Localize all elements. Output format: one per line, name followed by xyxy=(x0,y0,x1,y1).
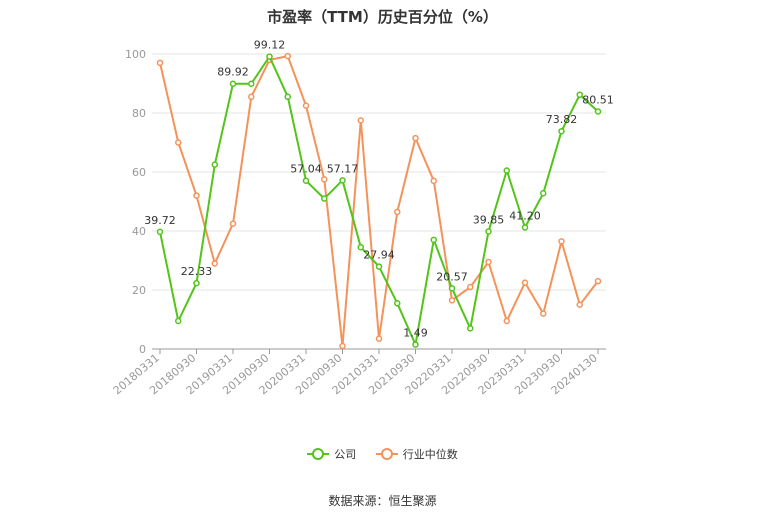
data-point xyxy=(394,300,401,307)
legend-label-industry-median: 行业中位数 xyxy=(402,448,458,461)
y-tick-label: 0 xyxy=(139,343,146,356)
data-point xyxy=(412,341,419,348)
legend-item-industry-median[interactable]: 行业中位数 xyxy=(375,446,458,462)
data-point xyxy=(503,317,510,325)
data-point xyxy=(357,117,364,124)
series-line-0 xyxy=(159,55,599,346)
legend-swatch-industry-median xyxy=(375,448,398,460)
data-point xyxy=(302,177,310,184)
data-label: 1.49 xyxy=(403,327,428,340)
data-label: 20.57 xyxy=(436,270,468,283)
legend-item-company[interactable]: 公司 xyxy=(307,446,356,462)
data-point xyxy=(448,297,456,304)
data-source-note: 数据来源：恒生聚源 xyxy=(328,494,437,508)
data-point xyxy=(339,177,346,184)
data-point xyxy=(521,224,529,231)
data-label: 89.92 xyxy=(217,66,249,79)
data-point xyxy=(540,310,547,317)
data-point xyxy=(284,52,291,60)
data-label-layer: 39.72 22.33 89.92 99.12 57.04 57.17 27.94 1.49 2… xyxy=(144,39,614,340)
data-label: 80.51 xyxy=(582,93,614,106)
data-point xyxy=(211,260,218,267)
data-point xyxy=(211,161,218,168)
series-line-1 xyxy=(159,55,599,348)
data-point xyxy=(248,80,255,87)
data-point xyxy=(357,243,364,251)
data-point xyxy=(321,176,328,183)
data-point xyxy=(193,192,200,199)
data-point xyxy=(430,236,437,244)
data-label: 27.94 xyxy=(363,249,395,262)
data-label: 39.85 xyxy=(473,213,505,226)
series-layer xyxy=(156,52,602,350)
data-label: 57.17 xyxy=(327,162,359,175)
data-label: 22.33 xyxy=(181,265,213,278)
data-point xyxy=(521,279,529,286)
y-tick-label: 100 xyxy=(125,48,146,61)
data-point xyxy=(321,195,328,202)
data-point xyxy=(248,93,255,101)
y-tick-label: 60 xyxy=(132,166,146,179)
data-point xyxy=(229,80,237,87)
chart-title: 市盈率（TTM）历史百分位（%） xyxy=(267,8,498,26)
data-point xyxy=(284,93,291,101)
chart-legend: 公司 行业中位数 xyxy=(0,446,765,463)
data-point xyxy=(540,189,547,197)
data-point xyxy=(175,317,182,325)
data-label: 73.82 xyxy=(546,113,578,126)
data-label: 99.12 xyxy=(254,39,286,52)
data-point xyxy=(302,102,310,109)
y-tick-label: 40 xyxy=(132,225,146,238)
data-point xyxy=(430,177,437,185)
data-point xyxy=(375,263,383,270)
axis-layer: 0204060801002018033120180930201903312019… xyxy=(111,48,606,397)
data-point xyxy=(339,342,346,350)
data-label: 39.72 xyxy=(144,214,176,227)
data-label: 41.20 xyxy=(509,209,541,222)
data-point xyxy=(229,220,237,227)
data-point xyxy=(485,228,492,235)
y-tick-label: 80 xyxy=(132,107,146,120)
legend-swatch-company xyxy=(307,448,330,460)
data-label: 57.04 xyxy=(290,163,322,176)
y-tick-label: 20 xyxy=(132,284,146,297)
data-point xyxy=(448,285,456,292)
data-point xyxy=(412,134,419,142)
data-point xyxy=(193,279,200,287)
data-point xyxy=(394,208,401,216)
data-point xyxy=(576,301,583,308)
data-point xyxy=(594,108,602,115)
data-point xyxy=(156,228,164,236)
data-point xyxy=(558,238,565,245)
data-point xyxy=(485,258,492,266)
data-point xyxy=(576,91,583,98)
data-point xyxy=(503,167,510,174)
data-point xyxy=(156,59,164,67)
data-point xyxy=(558,127,565,135)
data-point xyxy=(375,335,383,342)
data-point xyxy=(467,283,474,291)
data-point xyxy=(175,139,182,146)
data-point xyxy=(594,277,602,285)
data-point xyxy=(266,53,273,60)
legend-label-company: 公司 xyxy=(334,448,357,461)
data-point xyxy=(467,325,474,332)
